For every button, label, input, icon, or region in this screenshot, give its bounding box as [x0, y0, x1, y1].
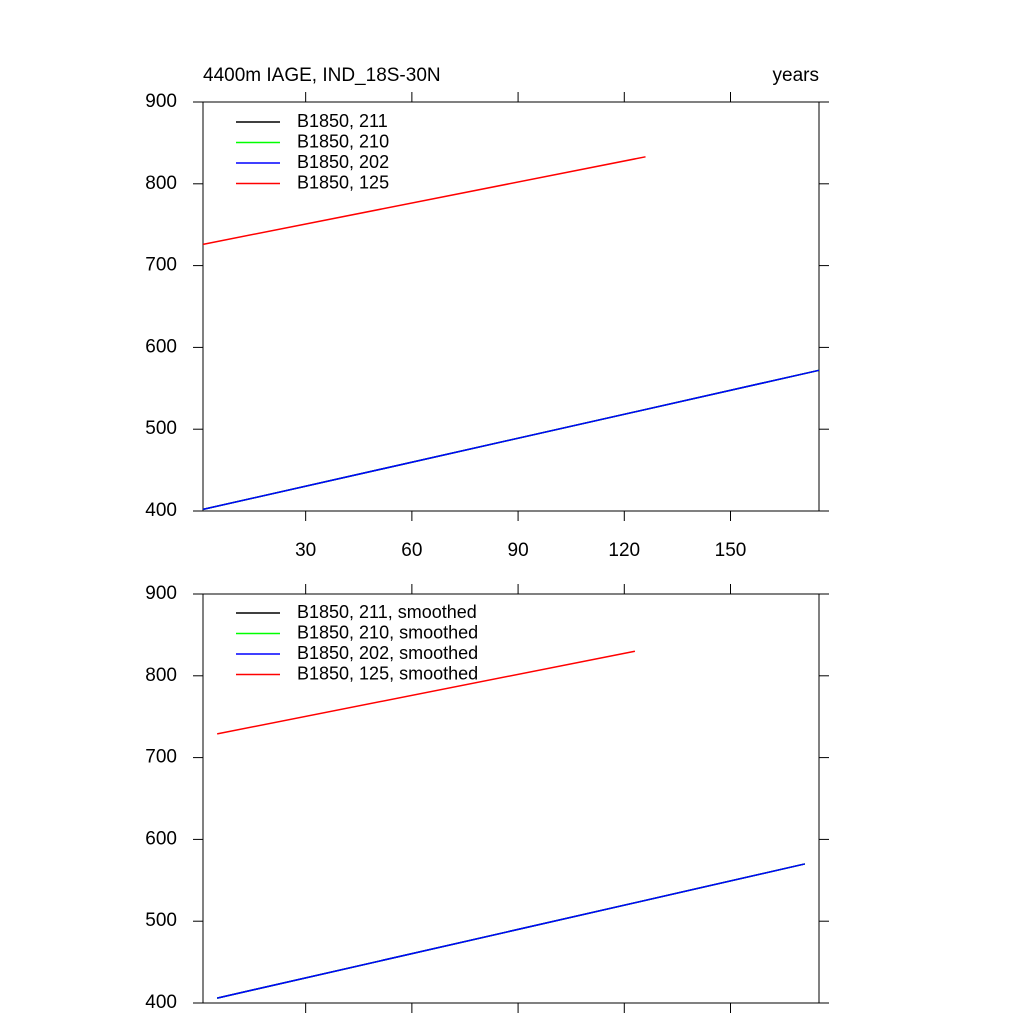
legend-label: B1850, 202 — [297, 152, 389, 172]
x-tick-label: 90 — [508, 540, 529, 561]
y-tick-label: 500 — [145, 910, 177, 931]
x-tick-label: 150 — [715, 540, 747, 561]
y-tick-label: 900 — [145, 91, 177, 112]
series-line — [202, 369, 820, 511]
series-line — [202, 156, 646, 246]
y-tick-label: 700 — [145, 747, 177, 768]
x-tick-label: 30 — [295, 540, 316, 561]
chart-title: 4400m IAGE, IND_18S-30N — [203, 65, 441, 86]
y-tick-label: 500 — [145, 418, 177, 439]
y-tick-label: 600 — [145, 336, 177, 357]
legend-label: B1850, 210, smoothed — [297, 622, 478, 642]
legend-label: B1850, 125 — [297, 172, 389, 192]
x-tick-label: 60 — [401, 540, 422, 561]
plot-frame — [202, 101, 820, 512]
y-tick-label: 900 — [145, 583, 177, 604]
right-title: years — [773, 65, 819, 86]
y-tick-label: 800 — [145, 665, 177, 686]
y-tick-label: 700 — [145, 255, 177, 276]
legend-label: B1850, 210 — [297, 131, 389, 151]
series-line — [217, 650, 636, 735]
legend-label: B1850, 202, smoothed — [297, 643, 478, 663]
y-tick-label: 600 — [145, 828, 177, 849]
y-tick-label: 400 — [145, 500, 177, 521]
legend-label: B1850, 211 — [297, 111, 388, 131]
x-tick-label: 120 — [608, 540, 640, 561]
series-line — [216, 863, 806, 999]
legend-label: B1850, 125, smoothed — [297, 663, 478, 683]
legend-label: B1850, 211, smoothed — [297, 602, 477, 622]
plot-frame — [202, 593, 820, 1004]
y-tick-label: 800 — [145, 173, 177, 194]
y-tick-label: 400 — [145, 992, 177, 1013]
